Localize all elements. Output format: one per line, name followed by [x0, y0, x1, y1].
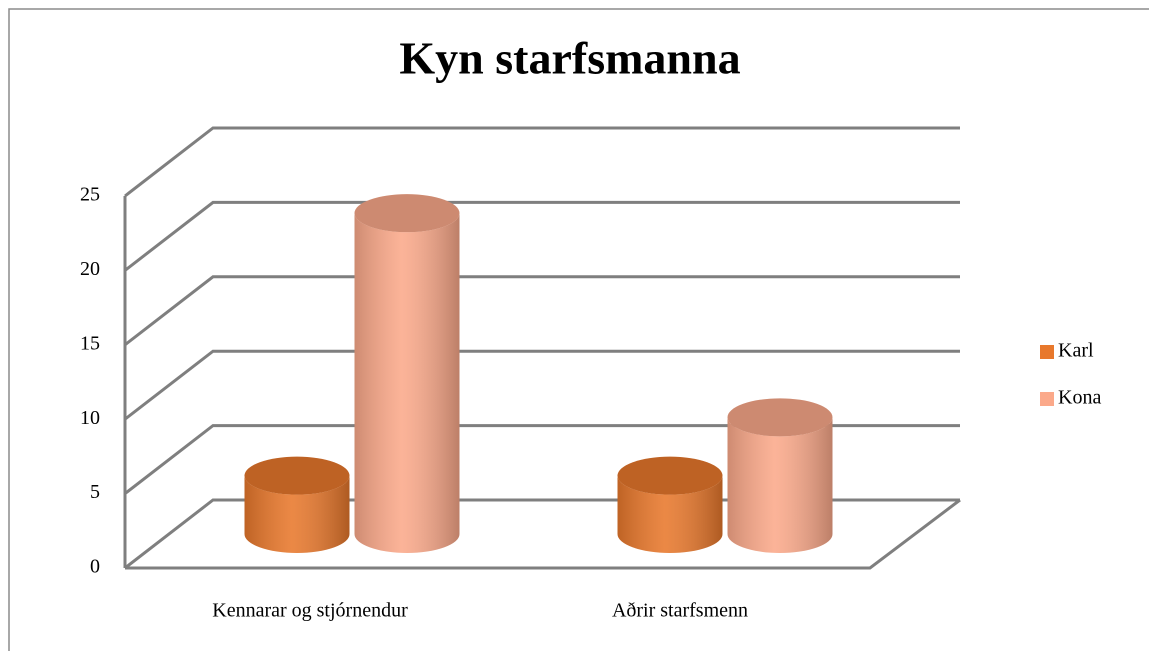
floor: [125, 498, 961, 570]
grid-line: [124, 200, 960, 272]
bar-top: [354, 194, 460, 233]
y-tick-label: 20: [80, 258, 100, 280]
bar-top-shade: [244, 456, 350, 495]
y-tick-label: 5: [90, 481, 100, 503]
y-tick-label: 25: [80, 184, 100, 206]
chart-title: Kyn starfsmanna: [399, 33, 740, 84]
bar-top-shade: [727, 398, 833, 437]
bar-shade: [354, 213, 460, 553]
y-tick-label: 10: [80, 407, 100, 429]
bar-top-shade: [354, 194, 460, 233]
x-tick-label: Aðrir starfsmenn: [612, 600, 748, 622]
grid-line: [124, 126, 960, 198]
legend-label: Karl: [1058, 340, 1094, 362]
bar-shade: [727, 417, 833, 553]
grid-line: [124, 275, 960, 346]
legend-swatch: [1040, 392, 1054, 406]
y-tick-label: 15: [80, 332, 100, 354]
bar-top: [244, 456, 350, 495]
grid-line: [124, 349, 960, 421]
legend-label: Kona: [1058, 387, 1101, 409]
chart-border: [8, 8, 1149, 651]
bar-shade: [617, 475, 723, 553]
bar-top: [617, 456, 723, 495]
bar-top: [727, 398, 833, 437]
y-tick-label: 0: [90, 556, 100, 578]
x-tick-label: Kennarar og stjórnendur: [212, 600, 408, 622]
bar-top-shade: [617, 456, 723, 495]
grid-line: [124, 424, 960, 495]
bar-shade: [244, 475, 350, 553]
legend-swatch: [1040, 345, 1054, 359]
